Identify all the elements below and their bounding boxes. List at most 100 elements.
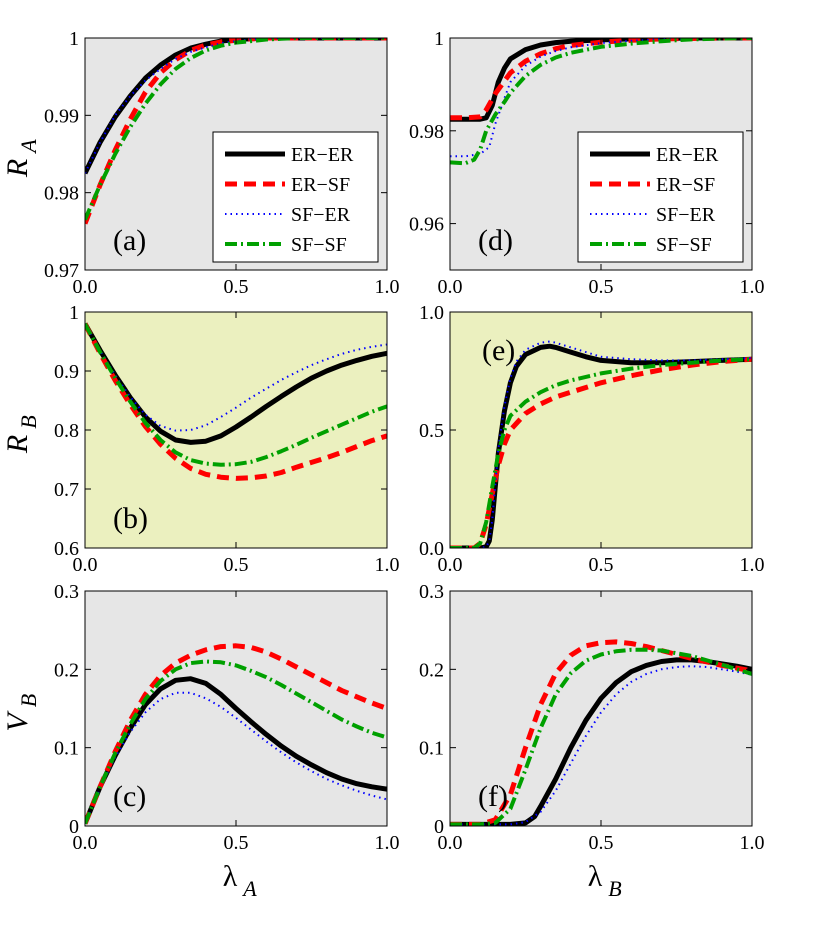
legend-label: SF−ER bbox=[291, 204, 351, 226]
panel-a: 0.0 0.5 1.0 0.97 0.98 0.99 1 (a) RA ER−ER ER−SF SF−… bbox=[1, 28, 400, 298]
series-line-c-er-sf bbox=[85, 643, 387, 825]
panel-label-a: (a) bbox=[113, 224, 146, 257]
legend-label: ER−ER bbox=[656, 144, 719, 166]
legend-d: ER−ER ER−SF SF−ER SF−SF bbox=[577, 131, 744, 263]
series-line-c-er-er bbox=[85, 676, 387, 825]
y-tick-label-b: 0.7 bbox=[54, 479, 79, 501]
x-tick-label-c: 0.0 bbox=[73, 832, 98, 854]
series-line-e-sf-er bbox=[450, 340, 752, 548]
x-tick-label-c: 0.5 bbox=[224, 832, 249, 854]
panel-f: 0.0 0.5 1.0 0 0.1 0.2 0.3 (f) λ B bbox=[419, 581, 765, 901]
series-line-c-sf-sf bbox=[85, 659, 387, 825]
panel-e: 0.0 0.5 1.0 0.0 0.5 1.0 (e) bbox=[419, 302, 765, 576]
panel-label-b: (b) bbox=[113, 502, 148, 535]
legend-label: ER−ER bbox=[291, 144, 354, 166]
y-tick-label-f: 0.1 bbox=[419, 738, 444, 760]
series-line-a-sf-sf bbox=[85, 38, 387, 221]
y-tick-label-e: 0.5 bbox=[419, 420, 444, 442]
y-axis-label-main: V bbox=[1, 710, 34, 732]
x-tick-label-d: 0.5 bbox=[589, 276, 614, 298]
x-axis-label-main: λ bbox=[588, 860, 603, 893]
y-tick-label-a: 0.98 bbox=[44, 183, 79, 205]
y-tick-label-c: 0.3 bbox=[54, 581, 79, 603]
series-line-e-er-er bbox=[450, 343, 752, 548]
plot-frame-d bbox=[449, 37, 753, 271]
y-tick-label-f: 0.2 bbox=[419, 659, 444, 681]
plot-frame-f bbox=[449, 590, 753, 827]
panel-label-c: (c) bbox=[113, 780, 146, 813]
y-tick-label-b: 0.8 bbox=[54, 420, 79, 442]
y-tick-label-d: 0.98 bbox=[409, 121, 444, 143]
x-tick-label-e: 0.0 bbox=[438, 554, 463, 576]
y-tick-label-d: 1 bbox=[434, 28, 444, 50]
x-tick-label-f: 1.0 bbox=[740, 832, 765, 854]
y-tick-label-c: 0.1 bbox=[54, 738, 79, 760]
series-line-d-er-sf bbox=[450, 38, 752, 121]
legend-label: SF−SF bbox=[291, 234, 347, 256]
y-axis-label-sub: B bbox=[16, 694, 41, 707]
y-tick-label-b: 1 bbox=[69, 302, 79, 324]
y-tick-label-e: 1.0 bbox=[419, 302, 444, 324]
x-tick-label-d: 1.0 bbox=[740, 276, 765, 298]
series-line-c-sf-er bbox=[85, 691, 387, 824]
x-tick-label-f: 0.5 bbox=[589, 832, 614, 854]
x-axis-label-sub: A bbox=[241, 876, 257, 901]
x-tick-label-b: 0.0 bbox=[73, 554, 98, 576]
panel-label-d: (d) bbox=[478, 224, 513, 257]
y-axis-label-b: RB bbox=[1, 415, 41, 454]
panel-c: 0.0 0.5 1.000.10.20.3(c)VBλ A bbox=[1, 581, 400, 901]
series-line-b-er-sf bbox=[85, 322, 387, 481]
y-axis-label-sub: A bbox=[16, 139, 41, 155]
y-tick-label-b: 0.6 bbox=[54, 538, 79, 560]
x-axis-label-sub: B bbox=[608, 876, 621, 901]
x-tick-label-d: 0.0 bbox=[438, 276, 463, 298]
y-tick-label-c: 0.2 bbox=[54, 659, 79, 681]
y-tick-label-d: 0.96 bbox=[409, 214, 444, 236]
x-tick-label-a: 0.5 bbox=[224, 276, 249, 298]
y-tick-label-f: 0 bbox=[434, 816, 444, 838]
panel-b: 0.0 0.5 1.0 0.6 0.7 0.8 0.9 1 (b) RB bbox=[1, 302, 400, 576]
x-axis-label-main: λ bbox=[223, 860, 238, 893]
legend-a: ER−ER ER−SF SF−ER SF−SF bbox=[212, 131, 379, 263]
x-tick-label-b: 1.0 bbox=[375, 554, 400, 576]
y-axis-label-main: R bbox=[1, 159, 34, 178]
y-tick-label-a: 0.99 bbox=[44, 105, 79, 127]
legend-label: ER−SF bbox=[656, 174, 715, 196]
series-line-a-er-sf bbox=[85, 38, 387, 225]
y-tick-label-f: 0.3 bbox=[419, 581, 444, 603]
series-line-d-sf-sf bbox=[450, 38, 752, 166]
series-line-f-er-sf bbox=[450, 639, 752, 826]
series-line-b-sf-er bbox=[85, 323, 387, 432]
plot-background-f bbox=[450, 591, 752, 826]
panel-d: 0.0 0.5 1.0 0.96 0.98 1 (d) ER−ER ER−SF SF−ER SF−S… bbox=[409, 28, 765, 298]
plot-frame-e bbox=[449, 311, 753, 549]
panel-label-f: (f) bbox=[478, 780, 508, 813]
legend-label: SF−SF bbox=[656, 234, 712, 256]
legend-label: ER−SF bbox=[291, 174, 350, 196]
plot-frame-b bbox=[84, 311, 388, 549]
series-line-b-sf-sf bbox=[85, 322, 387, 467]
series-line-e-sf-sf bbox=[450, 357, 752, 548]
y-tick-label-b: 0.9 bbox=[54, 361, 79, 383]
x-tick-label-f: 0.0 bbox=[438, 832, 463, 854]
x-tick-label-e: 1.0 bbox=[740, 554, 765, 576]
y-axis-label-c: VB bbox=[1, 694, 41, 732]
panel-label-e: (e) bbox=[482, 334, 515, 367]
x-tick-label-a: 0.0 bbox=[73, 276, 98, 298]
plot-frame-a bbox=[84, 37, 388, 271]
y-tick-label-c: 0 bbox=[69, 816, 79, 838]
x-tick-label-b: 0.5 bbox=[224, 554, 249, 576]
plot-background-b bbox=[85, 312, 387, 548]
y-axis-label-main: R bbox=[1, 435, 34, 454]
x-tick-label-e: 0.5 bbox=[589, 554, 614, 576]
y-tick-label-a: 0.97 bbox=[44, 260, 79, 282]
y-axis-label-a: RA bbox=[1, 139, 41, 178]
legend-label: SF−ER bbox=[656, 204, 716, 226]
y-tick-label-a: 1 bbox=[69, 28, 79, 50]
plot-frame-c bbox=[84, 590, 388, 827]
x-tick-label-c: 1.0 bbox=[375, 832, 400, 854]
x-tick-label-a: 1.0 bbox=[375, 276, 400, 298]
